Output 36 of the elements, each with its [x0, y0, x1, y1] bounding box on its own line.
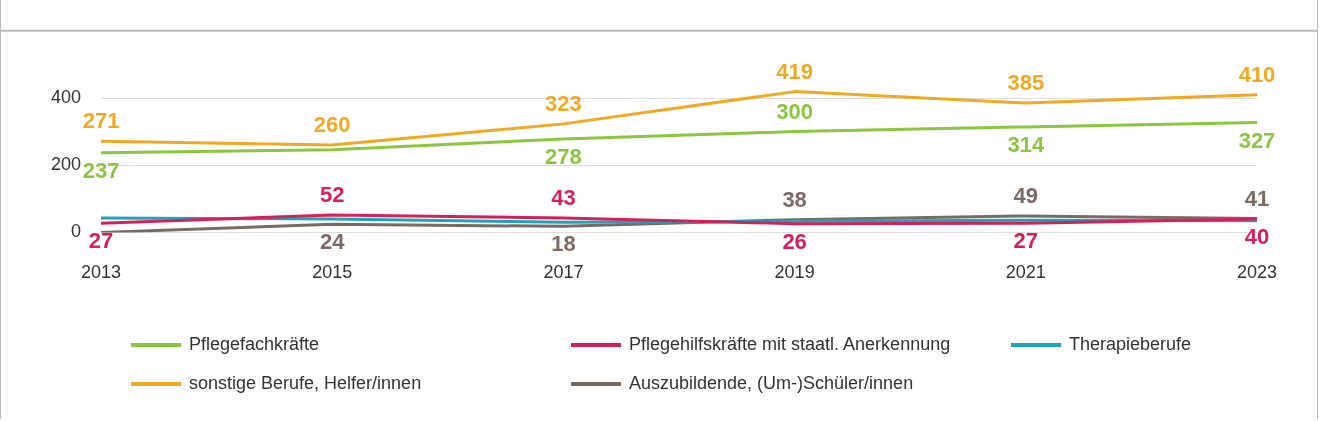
data-label: 43 — [551, 185, 576, 211]
x-tick-label: 2023 — [1236, 262, 1278, 283]
data-label: 26 — [782, 228, 807, 254]
data-label: 410 — [1238, 61, 1276, 87]
x-tick-label: 2015 — [312, 262, 353, 283]
data-label: 271 — [82, 108, 120, 134]
data-label: 40 — [1244, 224, 1270, 250]
data-label: 419 — [776, 58, 813, 84]
legend-label: Therapieberufe — [1069, 334, 1192, 355]
x-tick-label: 2019 — [774, 262, 815, 283]
data-label: 27 — [88, 228, 114, 254]
y-tick-label: 0 — [71, 221, 82, 242]
data-label: 327 — [1238, 127, 1276, 153]
data-label: 41 — [1244, 185, 1270, 211]
data-label: 314 — [1007, 131, 1045, 157]
data-label: 278 — [545, 144, 582, 170]
legend-label: Pflegefachkräfte — [189, 334, 320, 355]
data-label: 323 — [545, 90, 582, 116]
legend-label: sonstige Berufe, Helfer/innen — [189, 373, 422, 394]
x-tick-label: 2021 — [1005, 262, 1046, 283]
data-label: 27 — [1013, 228, 1039, 254]
data-label: 18 — [551, 231, 576, 257]
data-label: 385 — [1007, 70, 1045, 96]
y-tick-label: 200 — [50, 154, 82, 175]
x-tick-label: 2013 — [81, 262, 122, 283]
x-tick-label: 2017 — [543, 262, 584, 283]
data-label: 260 — [313, 112, 351, 138]
data-label: 49 — [1013, 183, 1039, 208]
data-label: 38 — [782, 186, 807, 212]
y-tick-label: 400 — [50, 86, 82, 107]
data-label: 52 — [319, 181, 345, 207]
legend-label: Pflegehilfskräfte mit staatl. Anerkennung — [629, 334, 951, 355]
data-label: 24 — [319, 229, 346, 255]
data-label: 237 — [82, 157, 120, 183]
legend-label: Auszubildende, (Um-)Schüler/innen — [629, 373, 914, 394]
data-label: 300 — [776, 98, 813, 124]
